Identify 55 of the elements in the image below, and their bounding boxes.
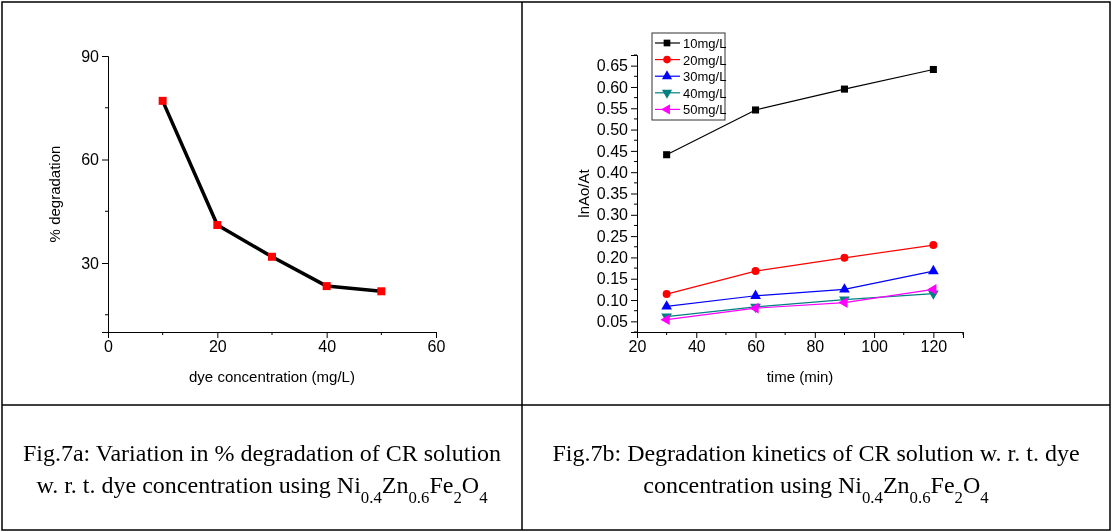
text: Fig.7a: Variation in % degradation of CR solution w. r. t. dye concentration using Ni$_{0.4}$Zn$_{0.6}$Fe$_{2}$O$_{4}$ bbox=[22, 439, 502, 506]
y-tick-label: 0.10 bbox=[596, 291, 629, 309]
y-tick-label: 0.50 bbox=[596, 121, 629, 139]
point bbox=[322, 282, 331, 291]
legend-label: 20mg/L bbox=[683, 52, 727, 68]
point bbox=[751, 267, 760, 276]
y-tick-label: 60 bbox=[81, 151, 100, 169]
y-tick-label: 0.65 bbox=[596, 57, 629, 75]
y-tick-label: 0.40 bbox=[596, 163, 629, 181]
point bbox=[661, 300, 673, 310]
y-tick-label: 0.25 bbox=[596, 227, 629, 245]
y-tick-label: 0.55 bbox=[596, 99, 629, 117]
point bbox=[840, 253, 849, 262]
legend-label: 40mg/L bbox=[683, 85, 727, 101]
point bbox=[663, 151, 671, 159]
y-tick-label: 0.60 bbox=[596, 78, 629, 96]
x-tick-label: 40 bbox=[318, 338, 337, 356]
legend-label: 50mg/L bbox=[683, 102, 727, 118]
x-axis-title: time (min) bbox=[766, 368, 834, 385]
x-axis-title: dye concentration (mg/L) bbox=[189, 368, 355, 385]
x-tick-label: 80 bbox=[806, 338, 825, 356]
point bbox=[377, 287, 386, 296]
y-tick-label: 0.05 bbox=[596, 312, 629, 330]
point bbox=[929, 241, 938, 250]
legend-label: 10mg/L bbox=[683, 36, 727, 51]
point bbox=[158, 96, 167, 105]
y-axis-title: lnAo/At bbox=[575, 168, 592, 218]
y-tick-label: 90 bbox=[81, 47, 100, 65]
y-tick-label: 0.15 bbox=[596, 270, 629, 288]
point bbox=[752, 106, 760, 114]
point bbox=[840, 85, 848, 93]
point bbox=[750, 289, 761, 299]
point bbox=[927, 284, 937, 295]
y-axis-title: % degradation bbox=[46, 145, 63, 243]
point bbox=[839, 283, 850, 293]
point bbox=[662, 290, 671, 299]
point bbox=[929, 65, 937, 74]
y-tick-label: 0.30 bbox=[596, 206, 629, 224]
point bbox=[268, 252, 276, 261]
y-tick-label: 0.20 bbox=[596, 249, 629, 267]
point bbox=[927, 264, 939, 275]
x-tick-label: 60 bbox=[427, 338, 446, 356]
y-tick-label: 30 bbox=[81, 254, 100, 272]
x-tick-label: 20 bbox=[628, 338, 647, 356]
x-tick-label: 60 bbox=[747, 338, 766, 356]
text: Fig.7b: Degradation kinetics of CR solution w. r. t. dye concentration using Ni$_{0.4}$Zn$_{0.6}$Fe$_{2}$O$_{4}$ bbox=[552, 439, 1080, 506]
x-tick-label: 40 bbox=[687, 338, 706, 356]
x-tick-label: 0 bbox=[104, 338, 114, 356]
x-tick-label: 120 bbox=[920, 338, 948, 356]
y-tick-label: 0.35 bbox=[596, 185, 629, 203]
legend-label: 30mg/L bbox=[683, 69, 727, 85]
x-tick-label: 20 bbox=[208, 338, 227, 356]
point bbox=[213, 221, 222, 230]
x-tick-label: 100 bbox=[861, 338, 889, 356]
y-tick-label: 0.45 bbox=[596, 142, 629, 160]
